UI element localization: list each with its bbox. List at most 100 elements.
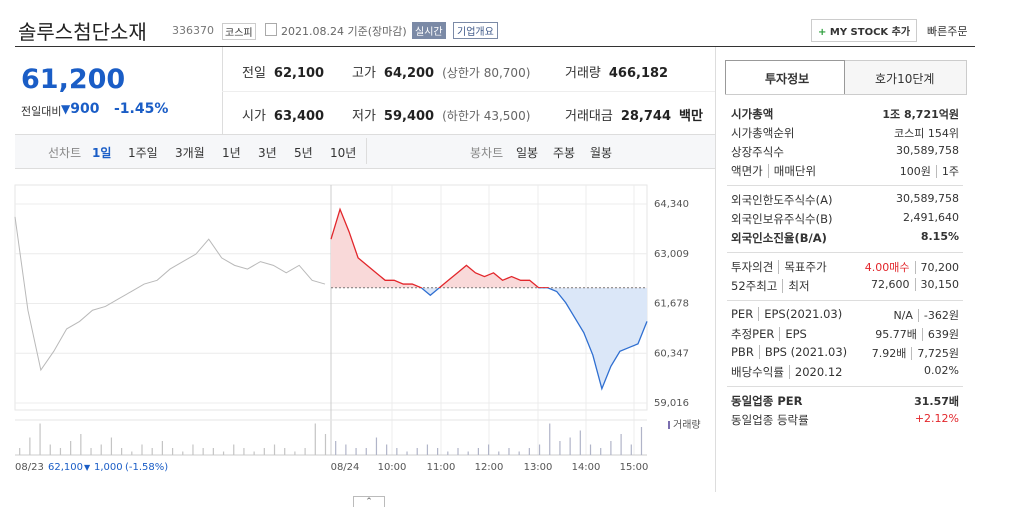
current-price: 61,200	[21, 64, 126, 95]
label-part: 시가총액	[731, 107, 774, 121]
quote-cell: 고가 64,200 (상한가 80,700)	[352, 62, 530, 81]
info-label: 외국인소진율(B/A)	[731, 230, 827, 246]
x-tick-label: 12:00	[475, 462, 504, 473]
volume-bar	[233, 444, 235, 455]
volume-label: 거래량	[673, 419, 701, 431]
info-tab[interactable]: 호가10단계	[875, 72, 935, 86]
footer-date: 08/23	[15, 462, 44, 473]
value-part: 코스피 154위	[894, 127, 959, 140]
quick-order[interactable]: 빠른주문	[927, 25, 968, 38]
info-row: 시가총액순위 코스피 154위	[731, 125, 959, 141]
info-value: 72,600 30,150	[871, 278, 959, 294]
label-part: 2020.12	[788, 365, 843, 379]
tab[interactable]: 3개월	[175, 146, 205, 160]
info-label: 동일업종 등락률	[731, 412, 809, 428]
value-part: 30,589,758	[896, 144, 959, 157]
tab[interactable]: 주봉	[553, 146, 576, 160]
quote-label: 저가	[352, 109, 376, 124]
value-part: 7,725원	[911, 347, 959, 360]
volume-bar	[447, 451, 449, 455]
volume-bar	[161, 441, 163, 455]
value-part: 1조 8,721억원	[882, 108, 959, 121]
info-label: 동일업종 PER	[731, 393, 802, 409]
info-value: 30,589,758	[896, 144, 959, 160]
quote-label: 고가	[352, 66, 376, 81]
volume-bar	[518, 451, 520, 455]
info-label: PBR BPS (2021.03)	[731, 345, 848, 361]
company-info-button[interactable]: 기업개요	[453, 22, 498, 39]
volume-bar	[182, 451, 184, 455]
my-stock-button[interactable]: + MY STOCK 추가	[811, 19, 918, 42]
quote-cell: 거래대금 28,744 백만	[565, 105, 703, 124]
label-part: 추정PER	[731, 327, 775, 341]
quote-cell: 저가 59,400 (하한가 43,500)	[352, 105, 530, 124]
volume-bar	[273, 444, 276, 455]
section-rule	[727, 386, 963, 387]
label-part: 외국인소진율(B/A)	[731, 231, 827, 245]
volume-bar	[579, 430, 581, 455]
collapse-button[interactable]: ⌃	[353, 496, 385, 507]
volume-bar	[110, 437, 113, 455]
volume-bar	[70, 441, 72, 455]
y-tick-label: 61,678	[654, 299, 689, 310]
info-row: 동일업종 등락률 +2.12%	[731, 412, 959, 428]
volume-bar	[141, 444, 143, 455]
quote-unit: 백만	[679, 109, 703, 124]
volume-bar	[39, 423, 41, 455]
label-part: EPS	[779, 327, 807, 341]
quote-value: 64,200	[383, 66, 435, 81]
quote-note: (상한가 80,700)	[442, 66, 531, 80]
label-part: 시가총액순위	[731, 126, 795, 140]
volume-bar	[80, 434, 82, 455]
market-badge: 코스피	[222, 23, 256, 40]
footer-rate: (-1.58%)	[125, 462, 168, 473]
volume-bar	[426, 444, 429, 455]
volume-bar	[467, 451, 469, 455]
volume-bar	[29, 437, 31, 455]
info-value: +2.12%	[915, 412, 959, 428]
info-label: 52주최고 최저	[731, 278, 810, 294]
value-part: 70,200	[914, 261, 959, 274]
tab[interactable]: 일봉	[516, 146, 539, 160]
info-value: 100원 1주	[900, 163, 959, 179]
chart: 64,340 63,009 61,678 60,347 59,016 08/24 10:00…	[14, 184, 701, 473]
tab[interactable]: 1년	[222, 146, 241, 160]
change-value: 900	[70, 101, 100, 117]
tab[interactable]: 월봉	[590, 146, 613, 160]
info-label: 배당수익률 2020.12	[731, 364, 843, 380]
volume-bar	[192, 444, 194, 455]
quote-value: 466,182	[608, 66, 669, 81]
volume-bar	[477, 448, 479, 455]
tab[interactable]: 1주일	[128, 146, 158, 160]
volume-bar	[406, 451, 408, 455]
tab[interactable]: 1일	[92, 146, 112, 160]
realtime-button[interactable]: 실시간	[412, 22, 446, 39]
section-rule	[727, 300, 963, 301]
quote-cell: 거래량 466,182	[565, 62, 668, 81]
info-tab[interactable]: 투자정보	[765, 72, 810, 86]
volume-bar	[355, 448, 357, 455]
volume-bar	[59, 448, 62, 455]
footer-price: 62,100	[48, 462, 83, 473]
footer-change: 1,000	[94, 462, 123, 473]
volume-bar	[386, 444, 388, 455]
info-value: 95.77배 639원	[875, 326, 959, 342]
volume-bar	[559, 441, 561, 455]
header-rule	[15, 46, 975, 47]
volume-bar	[314, 423, 316, 455]
label-part: 최저	[782, 279, 810, 293]
volume-bar	[49, 444, 51, 455]
info-row: 52주최고 최저 72,600 30,150	[731, 278, 959, 294]
label-part: PBR	[731, 345, 754, 359]
value-part: +2.12%	[914, 412, 959, 425]
y-tick-label: 59,016	[654, 398, 689, 409]
volume-bar	[222, 451, 225, 455]
plus-icon: +	[818, 27, 830, 38]
tab[interactable]: 5년	[294, 146, 313, 160]
tab-divider	[366, 138, 367, 164]
tab[interactable]: 3년	[258, 146, 277, 160]
tab[interactable]: 10년	[330, 146, 357, 160]
x-tick-label: 13:00	[524, 462, 553, 473]
left-panel	[15, 47, 716, 492]
label-part: BPS (2021.03)	[758, 345, 848, 359]
